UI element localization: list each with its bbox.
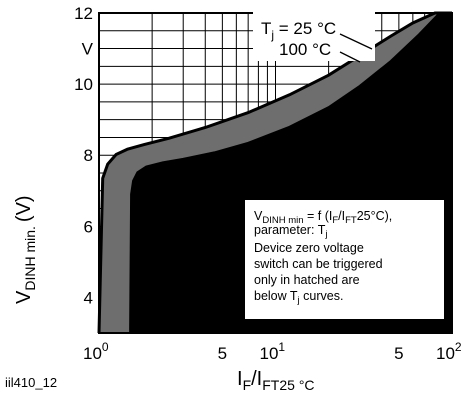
annotation-line-3: Device zero voltage (254, 241, 364, 255)
annotation-background (245, 200, 444, 319)
x-tick-label-pow: 100 (83, 340, 109, 363)
x-tick-label-pow: 101 (260, 340, 286, 363)
y-tick-label: 4 (84, 288, 93, 307)
x-tick-label: 5 (394, 344, 403, 363)
legend: Tj = 25 °C 100 °C (253, 11, 375, 63)
annotation-line-4: switch can be triggered (254, 257, 383, 271)
x-tick-label: 5 (218, 344, 227, 363)
y-tick-label: 8 (84, 146, 93, 165)
legend-background (253, 11, 375, 61)
y-tick-labels: 4 6 8 10 12 V (74, 4, 94, 307)
curve-25c (97, 11, 452, 334)
annotation-line-5: only in hatched are (254, 273, 360, 287)
legend-leader-25 (339, 33, 373, 50)
legend-100c: 100 °C (279, 40, 331, 59)
legend-leader-100 (339, 51, 361, 63)
figure-id: iil410_12 (5, 375, 57, 390)
x-tick-labels: 100 5 101 5 102 (83, 340, 462, 363)
y-axis-label: VDINH min.(V) (13, 195, 38, 304)
y-unit-label: V (82, 40, 94, 59)
x-axis-label: IF/IFT25 °C (237, 368, 315, 393)
y-tick-label: 6 (84, 217, 93, 236)
y-tick-label: 10 (74, 75, 93, 94)
x-tick-label-pow: 102 (436, 340, 462, 363)
legend-25c: Tj = 25 °C (261, 19, 336, 42)
annotation-line-6: below Tj curves. (254, 289, 343, 306)
curve-100c (129, 12, 452, 334)
y-tick-label: 12 (74, 4, 93, 23)
annotation-line-1: VDINH min = f (IF/IFT25°C), (254, 209, 392, 226)
annotation-box: VDINH min = f (IF/IFT25°C), parameter: T… (245, 200, 444, 319)
annotation-line-2: parameter: Tj (254, 223, 327, 240)
